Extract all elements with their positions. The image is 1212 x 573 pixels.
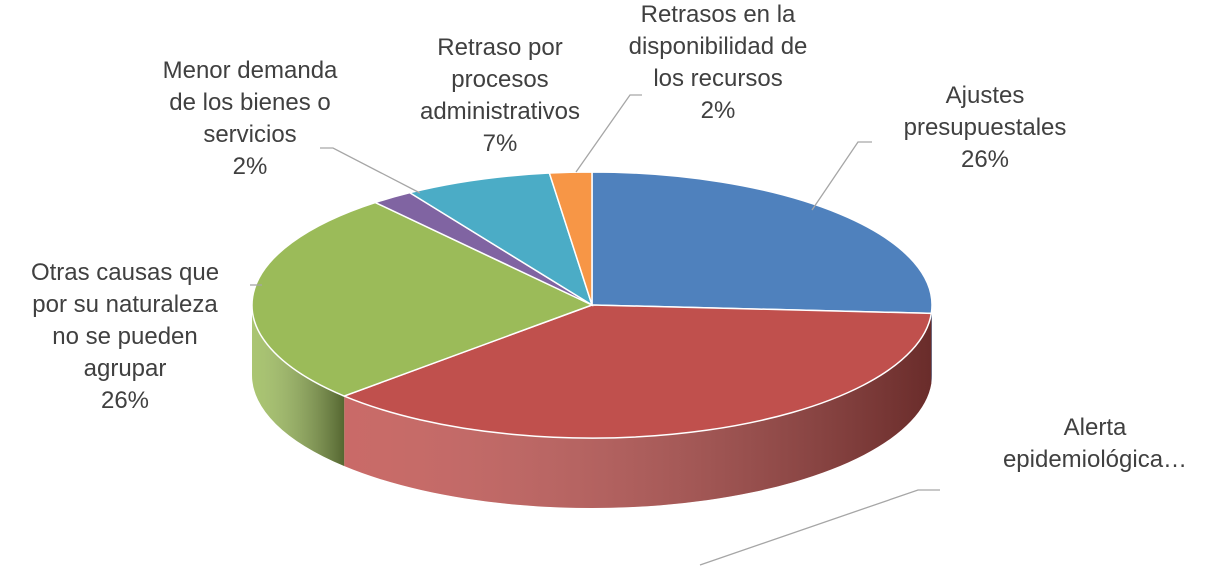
category-label: Menor demanda de los bienes o servicios (163, 57, 338, 148)
pie-slice (548, 171, 593, 306)
value-label: 26% (961, 146, 1009, 173)
data-label: Alerta epidemiológica… (1003, 414, 1187, 473)
value-label: 2% (233, 153, 268, 180)
pie-tops (251, 171, 933, 439)
value-label: 7% (483, 130, 518, 157)
pie-side-shade (931, 305, 933, 384)
pie-slice (251, 201, 594, 397)
leader-lines (250, 94, 940, 566)
data-label: Ajustes presupuestales 26% (904, 82, 1067, 173)
category-label: Otras causas que por su naturaleza no se p… (31, 259, 219, 382)
pie-slice (342, 304, 933, 439)
category-label: Ajustes presupuestales (904, 82, 1067, 141)
data-label: Retraso por procesos administrativos 7% (420, 34, 580, 157)
category-label: Retraso por procesos administrativos (420, 34, 580, 125)
category-label: Alerta epidemiológica… (1003, 414, 1187, 473)
data-label: Retrasos en la disponibilidad de los recur… (629, 1, 808, 124)
data-label: Menor demanda de los bienes o servicios 2% (163, 57, 338, 180)
pie-side-shade (252, 305, 345, 467)
value-label: 2% (701, 97, 736, 124)
data-labels: Ajustes presupuestales 26% Alerta epidemioló… (31, 1, 1187, 473)
value-label: 26% (101, 387, 149, 414)
category-label: Retrasos en la disponibilidad de los recur… (629, 1, 808, 92)
pie-sides (252, 305, 933, 508)
leader-line (699, 489, 940, 566)
data-label: Otras causas que por su naturaleza no se p… (31, 259, 219, 414)
pie-side-shade (344, 313, 932, 508)
pie-slice (591, 171, 933, 315)
leader-line (320, 147, 421, 194)
leader-line (575, 94, 642, 173)
leader-line (811, 141, 872, 211)
pie-slice (407, 172, 594, 307)
